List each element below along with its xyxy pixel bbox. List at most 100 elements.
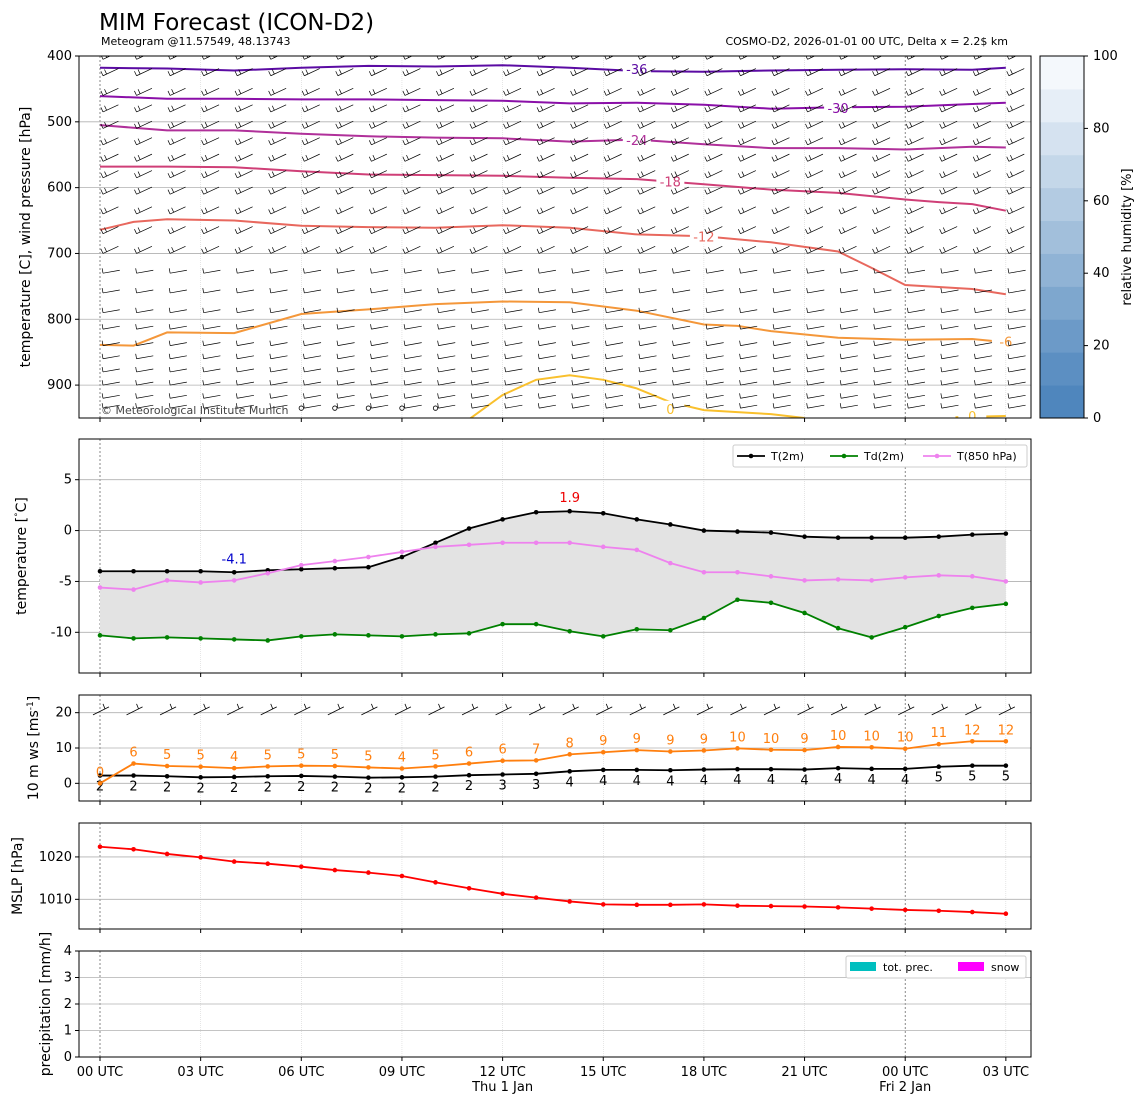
wind-barb xyxy=(203,368,221,373)
wind-barb xyxy=(874,309,892,314)
wind-barb-feather xyxy=(842,154,846,160)
wind-barb xyxy=(539,120,555,129)
wind-barb-feather xyxy=(372,122,376,127)
wind-barb xyxy=(203,56,212,60)
surface-wind-barb-feather xyxy=(337,703,341,710)
wind-barb xyxy=(136,394,154,399)
wind-barb xyxy=(170,325,187,330)
wind-barb-feather xyxy=(637,90,641,96)
wind-barb xyxy=(606,56,615,60)
wind-barb-feather xyxy=(406,122,409,127)
wind-barb-feather xyxy=(909,227,913,233)
wind-barb-feather xyxy=(303,353,305,359)
wind-barb-feather xyxy=(201,71,204,76)
wind-barb xyxy=(539,325,556,330)
wind-barb-feather xyxy=(137,207,141,213)
y-axis-label: MSLP [hPa] xyxy=(10,837,26,915)
wind-barb xyxy=(874,394,892,399)
wind-barb-feather xyxy=(571,287,574,294)
y-tick-label: 2 xyxy=(64,997,72,1012)
wind-point xyxy=(433,774,438,779)
wind-barb-feather xyxy=(672,353,674,359)
wind-barb-feather xyxy=(303,287,305,294)
wind-barb-feather xyxy=(269,380,272,386)
wind-barb-feather xyxy=(739,324,741,330)
wind-barb-feather xyxy=(537,287,540,294)
wind-barb xyxy=(304,153,320,162)
wind-barb xyxy=(639,309,657,314)
wind-barb xyxy=(773,342,791,346)
wind-barb xyxy=(874,206,891,215)
temperature-point xyxy=(433,544,438,550)
wind-barb-feather xyxy=(402,90,406,96)
wind-barb xyxy=(941,104,958,113)
wind-barb-feather xyxy=(368,90,372,96)
wind-barb-feather xyxy=(202,353,204,359)
wind-barb-feather xyxy=(101,393,104,399)
wind-barb-feather xyxy=(273,56,275,58)
wind-barb-feather xyxy=(238,138,242,144)
wind-barb-feather xyxy=(906,380,909,386)
wind-barb-feather xyxy=(269,307,272,313)
wind-barb-feather xyxy=(838,156,842,162)
temperature-series-line xyxy=(99,541,1006,591)
wind-value-label: 5 xyxy=(431,748,439,763)
wind-barb-feather xyxy=(738,90,741,96)
wind-barb-feather xyxy=(909,171,913,177)
wind-barb xyxy=(136,269,154,274)
wind-barb xyxy=(874,226,891,235)
wind-barb-feather xyxy=(101,366,104,372)
wind-barb-feather xyxy=(738,248,741,254)
wind-barb-feather xyxy=(234,248,238,254)
wind-barb xyxy=(203,342,221,346)
wind-value-label: 5 xyxy=(264,748,272,763)
wind-barb-feather xyxy=(137,69,141,75)
wind-barb-feather xyxy=(842,207,846,213)
surface-wind-barb xyxy=(965,706,982,716)
wind-barb-feather xyxy=(305,105,309,111)
mslp-point xyxy=(500,891,505,897)
wind-barb-feather xyxy=(976,105,980,111)
wind-barb-feather xyxy=(671,56,674,60)
wind-barb xyxy=(237,309,255,314)
wind-barb xyxy=(438,56,447,60)
panel-frame xyxy=(78,694,1032,802)
wind-barb-feather xyxy=(872,173,875,178)
wind-barb xyxy=(841,289,858,294)
wind-barb-feather xyxy=(741,89,745,94)
wind-barb xyxy=(908,170,924,179)
wind-barb xyxy=(773,269,791,274)
wind-barb-feather xyxy=(642,56,644,58)
wind-barb-feather xyxy=(301,90,305,96)
wind-barb-feather xyxy=(202,287,204,294)
wind-barb-feather xyxy=(607,247,611,252)
wind-barb xyxy=(471,368,489,373)
wind-barb-feather xyxy=(436,209,439,215)
wind-barb-feather xyxy=(168,353,171,359)
wind-point xyxy=(500,758,505,764)
wind-barb xyxy=(471,394,489,399)
wind-barb-feather xyxy=(137,138,141,144)
wind-barb-feather xyxy=(238,122,242,127)
wind-barb xyxy=(438,269,456,274)
wind-barb xyxy=(136,153,153,162)
wind-barb xyxy=(740,120,757,129)
wind-barb-feather xyxy=(234,209,238,215)
wind-barb-feather xyxy=(605,268,607,274)
y-tick-label: 600 xyxy=(47,181,72,196)
meteogram-location: Meteogram @11.57549, 48.13743 xyxy=(101,35,291,48)
wind-barb xyxy=(136,137,153,146)
wind-barb xyxy=(706,56,715,60)
wind-barb-feather xyxy=(872,56,875,60)
wind-barb-feather xyxy=(470,403,473,409)
y-tick-label: 800 xyxy=(47,312,72,327)
wind-value-label: 4 xyxy=(901,773,909,788)
wind-barb-feather xyxy=(541,56,544,58)
wind-point xyxy=(835,744,841,750)
wind-barb xyxy=(908,309,926,314)
wind-barb-feather xyxy=(906,340,909,346)
wind-barb xyxy=(773,289,791,294)
wind-barb xyxy=(807,170,824,179)
wind-barb xyxy=(539,309,556,314)
wind-barb-feather xyxy=(638,287,641,294)
